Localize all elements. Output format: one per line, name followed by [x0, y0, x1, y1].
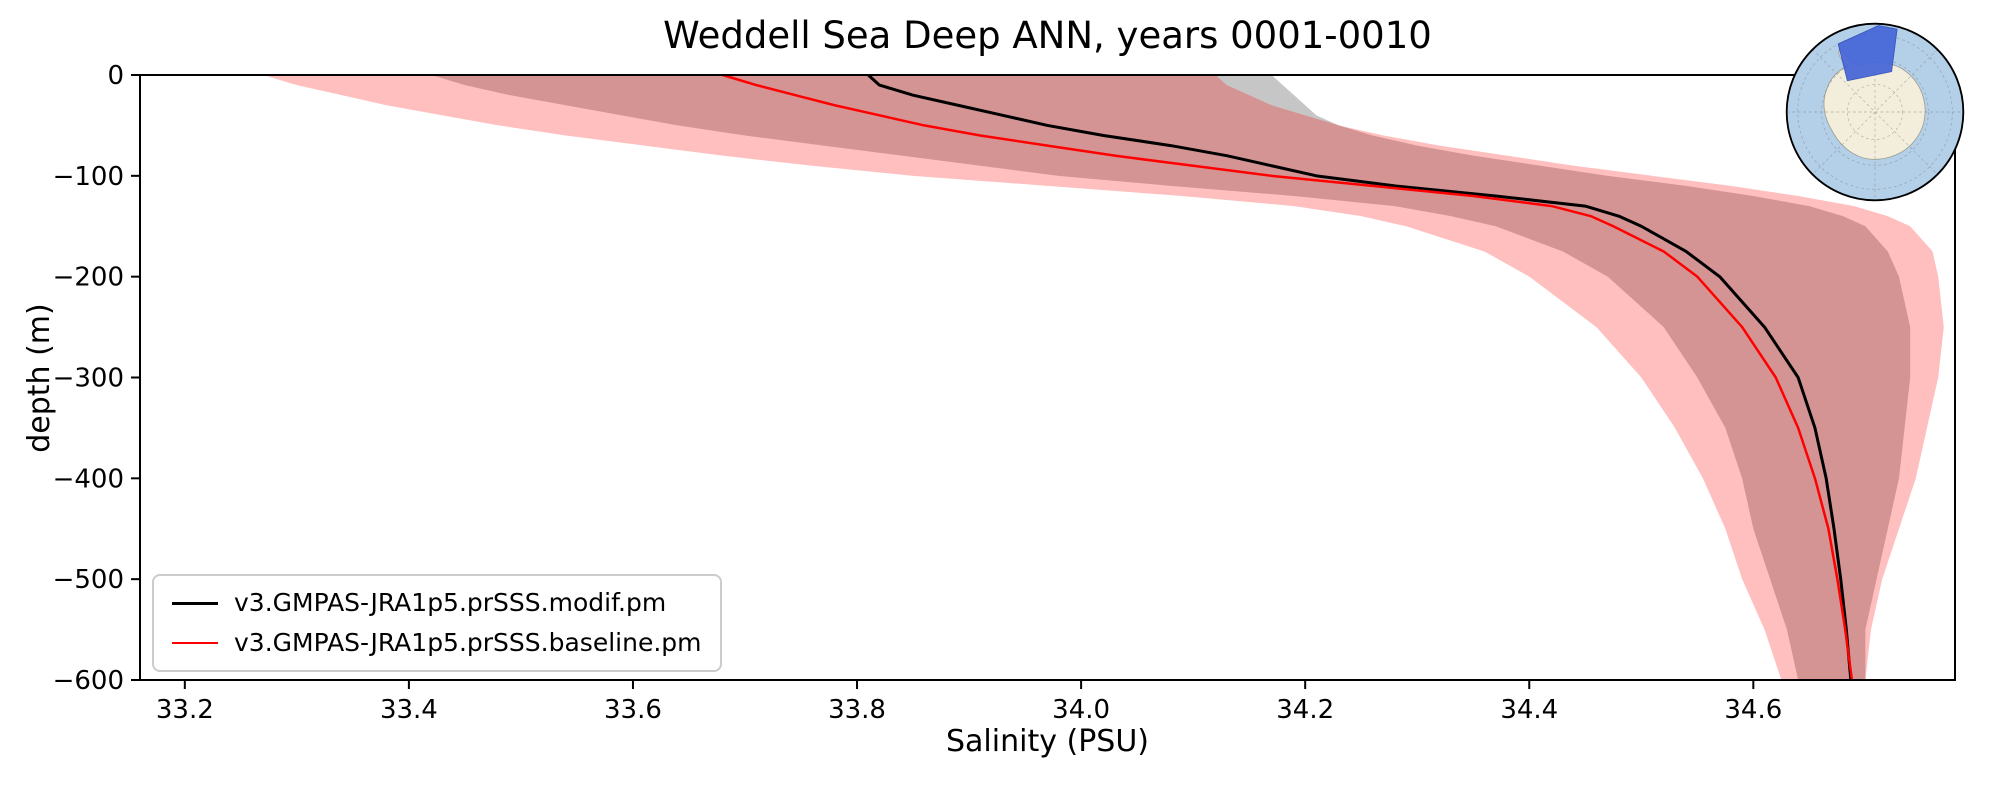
legend: v3.GMPAS-JRA1p5.prSSS.modif.pm v3.GMPAS-… [152, 574, 722, 672]
modif-std-band [431, 75, 1911, 680]
weddell-sea-highlight [1837, 25, 1898, 82]
antarctica-inset-map [1785, 22, 1965, 202]
x-tick-label: 33.4 [380, 695, 438, 725]
x-axis-label: Salinity (PSU) [946, 724, 1149, 759]
modif-profile-line [867, 73, 1853, 681]
x-tick-label: 34.2 [1276, 695, 1334, 725]
y-tick-label: −600 [53, 666, 124, 696]
x-tick-label: 34.0 [1052, 695, 1110, 725]
y-tick-label: −400 [53, 464, 124, 494]
x-tick-label: 33.8 [828, 695, 886, 725]
y-axis-label: depth (m) [22, 303, 57, 453]
legend-label-modif: v3.GMPAS-JRA1p5.prSSS.modif.pm [234, 588, 667, 617]
legend-item-modif: v3.GMPAS-JRA1p5.prSSS.modif.pm [172, 588, 702, 618]
baseline-std-band [263, 75, 1944, 680]
legend-item-baseline: v3.GMPAS-JRA1p5.prSSS.baseline.pm [172, 628, 702, 658]
x-tick-label: 33.6 [604, 695, 662, 725]
inset-outline [1785, 22, 1965, 202]
y-tick-label: −300 [53, 364, 124, 394]
x-tick-label: 34.4 [1500, 695, 1558, 725]
y-tick-label: 0 [107, 61, 124, 91]
chart-title: Weddell Sea Deep ANN, years 0001-0010 [663, 14, 1432, 57]
legend-label-baseline: v3.GMPAS-JRA1p5.prSSS.baseline.pm [234, 628, 702, 657]
y-tick-label: −200 [53, 263, 124, 293]
legend-line-swatch-baseline [172, 642, 218, 644]
y-tick-label: −100 [53, 162, 124, 192]
baseline-profile-line [722, 73, 1854, 681]
x-tick-label: 33.2 [156, 695, 214, 725]
x-tick-label: 34.6 [1724, 695, 1782, 725]
y-tick-label: −500 [53, 565, 124, 595]
legend-line-swatch-modif [172, 601, 218, 605]
